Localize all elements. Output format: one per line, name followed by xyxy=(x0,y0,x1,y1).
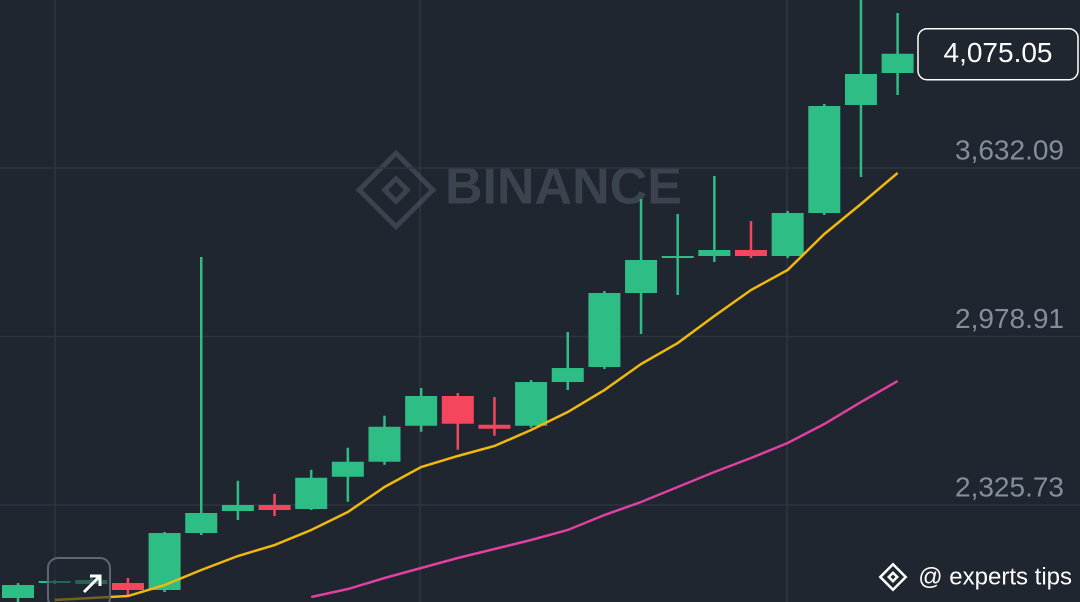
y-tick-label: 3,632.09 xyxy=(955,134,1064,165)
moving-average-line xyxy=(310,379,899,599)
candle-body xyxy=(295,477,328,510)
y-tick-label: 2,978.91 xyxy=(955,303,1064,334)
candle-body xyxy=(551,368,584,383)
candle-body xyxy=(771,213,804,257)
watermark-logo xyxy=(355,149,437,231)
button-frame[interactable] xyxy=(47,557,111,602)
candle-body xyxy=(661,256,694,259)
candle-body xyxy=(625,260,658,294)
credit-text: @ experts tips xyxy=(918,563,1072,590)
candle-body xyxy=(478,424,511,429)
candle-body xyxy=(111,583,144,591)
last-price-label: 4,075.05 xyxy=(944,37,1053,68)
candle-body xyxy=(221,505,254,512)
candle-body xyxy=(515,382,548,426)
candle-body xyxy=(258,505,291,511)
last-price-box xyxy=(917,27,1079,81)
candle-body xyxy=(2,585,34,599)
expand-icon[interactable] xyxy=(82,574,102,594)
candle-body xyxy=(368,426,401,462)
candle-body xyxy=(441,396,474,424)
candle-body xyxy=(698,249,731,257)
credit-logo xyxy=(878,562,908,592)
candle-body xyxy=(588,293,621,368)
candle-body xyxy=(331,461,364,477)
candle-body xyxy=(405,396,438,426)
candle-body xyxy=(735,249,767,257)
candle-body xyxy=(808,106,841,214)
y-tick-label: 2,325.73 xyxy=(955,471,1064,502)
candle-body xyxy=(881,53,914,74)
candle-body xyxy=(844,74,877,105)
expand-button[interactable] xyxy=(47,557,111,602)
candle-body xyxy=(185,513,218,534)
moving-average-line xyxy=(54,172,899,602)
watermark-text: BINANCE xyxy=(445,158,682,216)
